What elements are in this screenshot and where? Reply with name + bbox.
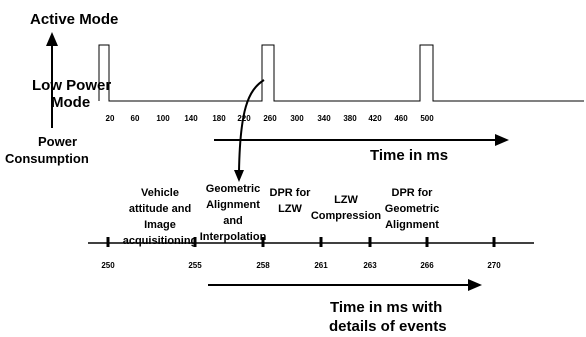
power-axis-arrowhead [46, 32, 58, 46]
transition-arrow [238, 79, 265, 173]
top-tick-label: 20 [106, 114, 115, 123]
event-label-line: attitude and [129, 203, 191, 215]
event-label: LZW Compression [311, 194, 382, 222]
top-tick-label: 420 [368, 114, 382, 123]
event-label: Vehicle attitude and Image acquisitioning [123, 187, 198, 247]
event-label-line: Alignment [206, 199, 260, 211]
top-time-label: Time in ms [370, 147, 448, 164]
event-label-line: Vehicle [141, 187, 179, 199]
bottom-tick-label: 263 [363, 261, 377, 270]
top-tick-label: 260 [263, 114, 277, 123]
top-tick-label: 500 [420, 114, 434, 123]
event-label: Geometric Alignment and Interpolation [200, 183, 267, 243]
top-tick-label: 300 [290, 114, 304, 123]
active-mode-label: Active Mode [30, 11, 118, 28]
event-label-line: acquisitioning [123, 235, 198, 247]
event-label-line: DPR for [270, 187, 312, 199]
event-label-line: Image [144, 219, 176, 231]
bottom-tick-label: 266 [420, 261, 434, 270]
bottom-tick-label: 261 [314, 261, 328, 270]
event-label-line: Interpolation [200, 231, 267, 243]
bottom-tick-label: 258 [256, 261, 270, 270]
event-label-line: DPR for [392, 187, 434, 199]
event-label-line: Alignment [385, 219, 439, 231]
event-label-line: Compression [311, 210, 382, 222]
power-label-line2: Consumption [5, 151, 89, 166]
top-tick-labels: 20 60 100 140 180 220 260 300 340 380 420 460 500 [106, 114, 435, 123]
event-label-line: and [223, 215, 243, 227]
event-label-line: LZW [278, 203, 302, 215]
bottom-time-arrowhead [468, 279, 482, 291]
top-tick-label: 460 [394, 114, 408, 123]
bottom-tick-label: 250 [101, 261, 115, 270]
bottom-time-label-line2: details of events [329, 318, 447, 335]
top-tick-label: 100 [156, 114, 170, 123]
bottom-time-label-line1: Time in ms with [330, 299, 442, 316]
top-tick-label: 340 [317, 114, 331, 123]
transition-arrowhead [234, 170, 244, 182]
top-tick-label: 140 [184, 114, 198, 123]
event-label: DPR for Geometric Alignment [385, 187, 439, 231]
event-label-line: Geometric [385, 203, 439, 215]
power-label-line1: Power [38, 134, 77, 149]
bottom-tick-label: 255 [188, 261, 202, 270]
bottom-tick-label: 270 [487, 261, 501, 270]
top-tick-label: 60 [131, 114, 140, 123]
top-tick-label: 180 [212, 114, 226, 123]
top-tick-label: 380 [343, 114, 357, 123]
event-labels: Vehicle attitude and Image acquisitioningGe… [123, 183, 440, 247]
top-time-arrowhead [495, 134, 509, 146]
power-waveform [98, 44, 584, 102]
event-label-line: LZW [334, 194, 358, 206]
top-tick-label: 220 [237, 114, 251, 123]
low-power-label-line2: Mode [51, 94, 90, 111]
event-label-line: Geometric [206, 183, 260, 195]
bottom-ticks: 250 255 258 261 263 266 270 [101, 237, 501, 270]
event-label: DPR for LZW [270, 187, 312, 215]
